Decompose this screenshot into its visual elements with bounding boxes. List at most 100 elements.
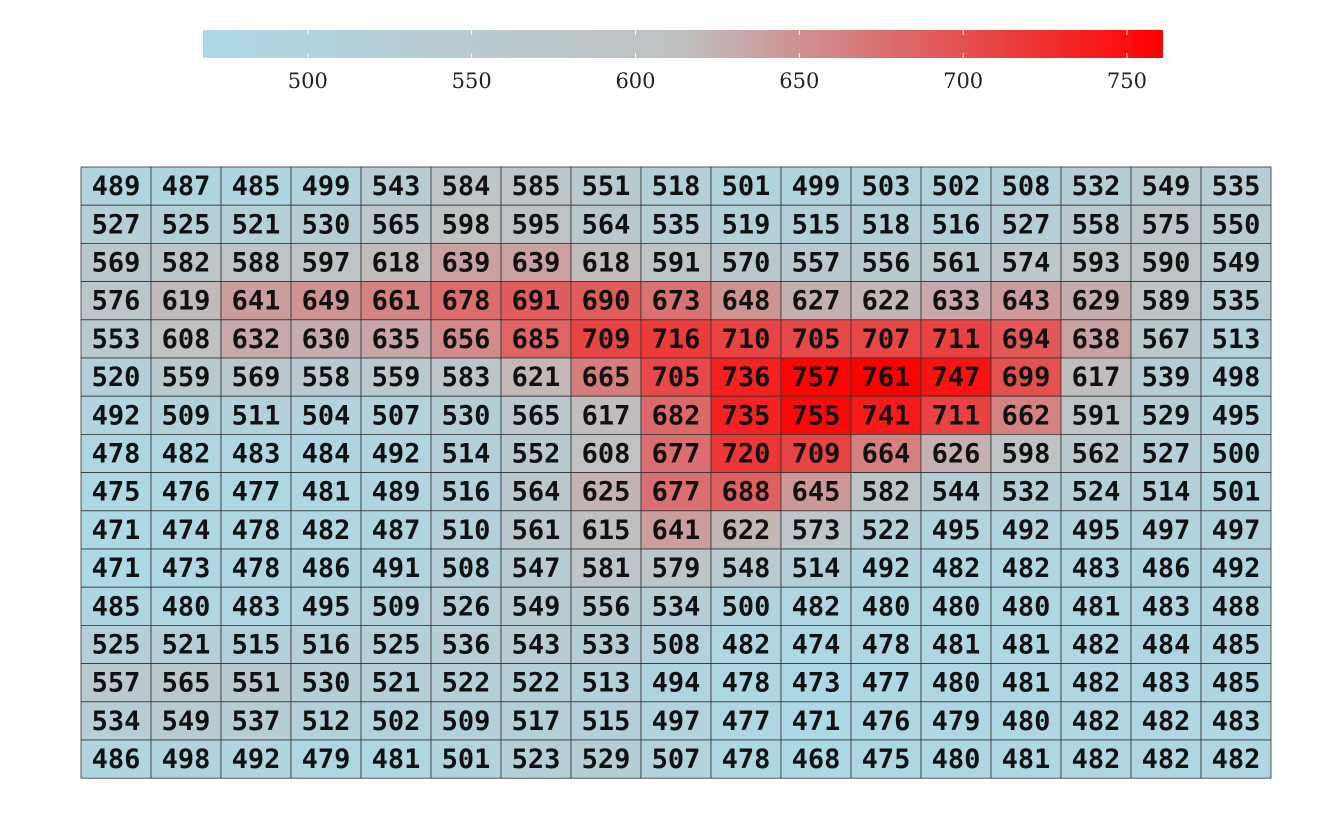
heatmap-cell-rect: [780, 739, 852, 779]
heatmap-cell-label: 525: [372, 630, 421, 661]
heatmap-cell-label: 515: [792, 209, 841, 240]
heatmap-cell: 492: [1200, 548, 1272, 588]
heatmap-cell-label: 492: [862, 553, 911, 584]
heatmap-cell-label: 573: [792, 515, 841, 546]
heatmap-cell-rect: [1060, 586, 1132, 626]
heatmap-cell-rect: [430, 663, 502, 703]
heatmap-cell: 682: [640, 395, 712, 435]
heatmap-cell-rect: [150, 281, 222, 321]
heatmap-cell: 569: [220, 357, 292, 397]
heatmap-cell-label: 523: [512, 744, 561, 775]
heatmap-cell-label: 507: [372, 400, 421, 431]
heatmap-cell: 518: [850, 204, 922, 244]
heatmap-cell-label: 565: [512, 400, 561, 431]
heatmap-cell: 481: [990, 625, 1062, 665]
heatmap-cell: 491: [360, 548, 432, 588]
heatmap-cell: 720: [710, 433, 782, 473]
colorbar-tick-label: 700: [943, 69, 983, 93]
heatmap-cell-rect: [710, 357, 782, 397]
heatmap-cell-rect: [220, 472, 292, 512]
heatmap-cell: 741: [850, 395, 922, 435]
heatmap-cell-rect: [710, 701, 782, 741]
heatmap-cell-rect: [360, 739, 432, 779]
heatmap-cell-rect: [1200, 586, 1272, 626]
heatmap-cell-rect: [360, 663, 432, 703]
heatmap-cell: 492: [850, 548, 922, 588]
heatmap-cell-label: 530: [442, 400, 491, 431]
heatmap-cell-label: 557: [92, 668, 141, 699]
heatmap-cell: 481: [990, 663, 1062, 703]
heatmap-cell-rect: [710, 395, 782, 435]
heatmap-cell-rect: [80, 472, 152, 512]
heatmap-cell-label: 480: [932, 744, 981, 775]
heatmap-cell: 497: [1130, 510, 1202, 550]
heatmap-cell: 574: [990, 242, 1062, 282]
heatmap-cell-label: 499: [302, 171, 351, 202]
heatmap-cell: 481: [290, 472, 362, 512]
heatmap-cell-rect: [1200, 433, 1272, 473]
heatmap-cell-label: 549: [162, 706, 211, 737]
heatmap-cell: 709: [780, 433, 852, 473]
heatmap-cell: 617: [570, 395, 642, 435]
heatmap-cell-label: 532: [1072, 171, 1121, 202]
heatmap-cell-rect: [360, 472, 432, 512]
heatmap-cell-label: 645: [792, 477, 841, 508]
heatmap-cell-label: 479: [932, 706, 981, 737]
heatmap-cell-label: 514: [442, 439, 491, 470]
heatmap-cell-label: 709: [792, 439, 841, 470]
heatmap-cell: 534: [80, 701, 152, 741]
heatmap-cell-rect: [1200, 166, 1272, 206]
heatmap-cell-label: 482: [792, 591, 841, 622]
heatmap-cell-label: 643: [1002, 286, 1051, 317]
heatmap-cell-rect: [780, 357, 852, 397]
heatmap-cell: 570: [710, 242, 782, 282]
heatmap-cell: 688: [710, 472, 782, 512]
heatmap-cell-rect: [710, 548, 782, 588]
heatmap-cell-label: 514: [1142, 477, 1191, 508]
heatmap-cell-label: 632: [232, 324, 281, 355]
heatmap-cell: 583: [430, 357, 502, 397]
heatmap-cell-rect: [850, 204, 922, 244]
heatmap-cell-rect: [640, 319, 712, 359]
heatmap-cell: 556: [570, 586, 642, 626]
heatmap-cell-rect: [220, 663, 292, 703]
colorbar-tick-label: 550: [452, 69, 492, 93]
heatmap-cell: 549: [150, 701, 222, 741]
heatmap-cell: 500: [1200, 433, 1272, 473]
heatmap-cell: 621: [500, 357, 572, 397]
heatmap-cell-label: 557: [792, 248, 841, 279]
heatmap-cell-label: 597: [302, 248, 351, 279]
heatmap-cell-label: 481: [1002, 630, 1051, 661]
heatmap-cell-label: 559: [162, 362, 211, 393]
heatmap-cell: 561: [500, 510, 572, 550]
heatmap-cell: 532: [990, 472, 1062, 512]
heatmap-cell: 486: [80, 739, 152, 779]
heatmap-cell-label: 617: [1072, 362, 1121, 393]
heatmap-cell-rect: [780, 663, 852, 703]
heatmap-cell-rect: [570, 395, 642, 435]
heatmap-cell-rect: [1200, 548, 1272, 588]
heatmap-cell-rect: [220, 739, 292, 779]
heatmap-cell-rect: [710, 319, 782, 359]
heatmap-cell-rect: [1130, 510, 1202, 550]
heatmap-cell: 635: [360, 319, 432, 359]
heatmap-cell: 527: [1130, 433, 1202, 473]
heatmap-cell-rect: [1200, 319, 1272, 359]
heatmap-cell-label: 484: [1142, 630, 1191, 661]
heatmap-cell: 480: [850, 586, 922, 626]
heatmap-cell-label: 690: [582, 286, 631, 317]
heatmap-cell-label: 630: [302, 324, 351, 355]
heatmap-cell-label: 489: [372, 477, 421, 508]
heatmap-cell-label: 755: [792, 400, 841, 431]
heatmap-cell: 482: [150, 433, 222, 473]
heatmap-cell: 557: [780, 242, 852, 282]
heatmap-cell-label: 591: [1072, 400, 1121, 431]
heatmap-cell: 482: [1130, 739, 1202, 779]
heatmap-cell-rect: [570, 204, 642, 244]
heatmap-cell: 581: [570, 548, 642, 588]
heatmap-cell-label: 682: [652, 400, 701, 431]
heatmap-cell: 761: [850, 357, 922, 397]
heatmap-cell: 645: [780, 472, 852, 512]
heatmap-cell: 478: [220, 548, 292, 588]
heatmap-cell: 584: [430, 166, 502, 206]
